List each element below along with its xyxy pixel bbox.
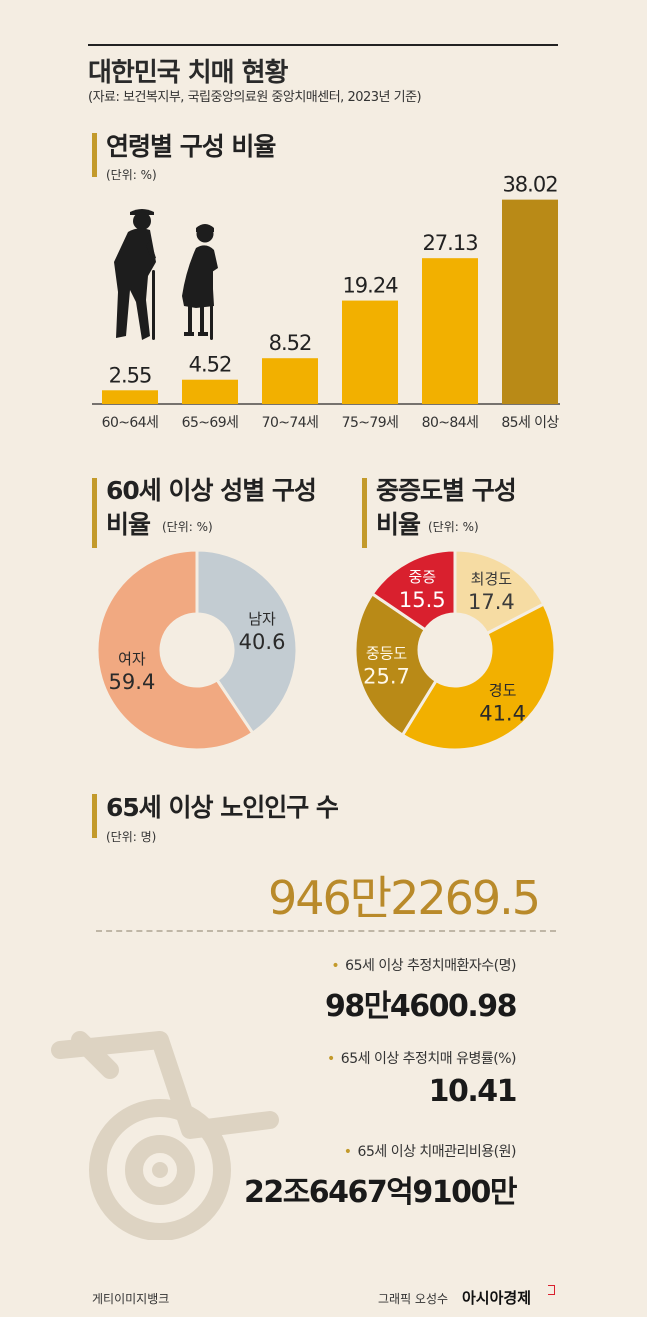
publisher-logo: 아시아경제	[462, 1289, 532, 1307]
pie-slice	[453, 548, 546, 636]
category-label: 75~79세	[342, 415, 399, 431]
bullet-dot: •	[343, 1144, 352, 1160]
section-marker	[92, 794, 97, 838]
category-label: 70~74세	[262, 415, 319, 431]
wheelchair-icon	[51, 1031, 279, 1240]
bar	[102, 390, 158, 404]
bullet-dot: •	[327, 1051, 335, 1067]
stat-item: • 65세 이상 추정치매환자수(명) 98만4600.98	[325, 955, 518, 1025]
donut-charts: 남자 40.6 여자 59.4 최경도 17.4 경도 41.4 중등도 25.7 중증 15.5	[95, 548, 557, 752]
bar-value-label: 38.02	[502, 173, 557, 197]
stat-value: 22조6467억9100만	[243, 1175, 518, 1210]
slice-name-label: 경도	[489, 681, 517, 699]
pie-slice	[95, 548, 255, 752]
bar-value-label: 19.24	[342, 274, 398, 298]
severity-donut-chart: 최경도 17.4 경도 41.4 중등도 25.7 중증 15.5	[353, 548, 557, 752]
elderly-couple-silhouette-icon	[114, 209, 218, 340]
severity-section-unit: (단위: %)	[428, 520, 479, 534]
section-marker	[362, 478, 367, 548]
category-label: 65~69세	[182, 415, 239, 431]
graphic-credit: 그래픽 오성수	[378, 1292, 449, 1306]
slice-name-label: 중등도	[366, 645, 408, 663]
bar	[342, 300, 398, 404]
population-section-unit: (단위: 명)	[106, 830, 157, 844]
publisher-mark-icon	[548, 1285, 555, 1295]
slice-value-label: 17.4	[468, 590, 515, 614]
pie-slice	[195, 548, 299, 736]
slice-value-label: 59.4	[109, 670, 156, 694]
header-rule	[88, 44, 558, 46]
stat-item: • 65세 이상 치매관리비용(원) 22조6467억9100만	[243, 1141, 518, 1211]
slice-value-label: 25.7	[363, 665, 410, 689]
elderly-population-value: 946만2269.5	[268, 871, 541, 925]
stat-item: • 65세 이상 추정치매 유병률(%) 10.41	[327, 1048, 518, 1109]
pie-slice	[400, 602, 557, 752]
population-section-title: 65세 이상 노인인구 수	[106, 793, 339, 822]
bar	[422, 258, 478, 404]
gender-section-title-line2: 비율	[106, 510, 151, 539]
bar	[262, 358, 318, 404]
section-marker	[92, 133, 97, 177]
age-section-unit: (단위: %)	[106, 168, 157, 182]
source-note: (자료: 보건복지부, 국립중앙의료원 중앙치매센터, 2023년 기준)	[88, 90, 422, 105]
pie-slice	[353, 591, 439, 738]
category-label: 60~64세	[102, 415, 159, 431]
slice-name-label: 여자	[118, 650, 146, 668]
severity-section-title: 중증도별 구성	[376, 476, 517, 505]
age-bar-chart: 2.55 60~64세 4.52 65~69세 8.52 70~74세 19.24 75~79…	[92, 173, 560, 431]
stat-label: 65세 이상 추정치매 유병률(%)	[340, 1051, 517, 1067]
bar-value-label: 4.52	[189, 353, 232, 377]
pie-slice	[370, 548, 457, 632]
slice-value-label: 15.5	[399, 588, 446, 612]
bar-value-label: 2.55	[109, 363, 152, 387]
bar-value-label: 27.13	[422, 231, 477, 255]
severity-section-title-line2: 비율	[376, 510, 421, 539]
bullet-dot: •	[331, 958, 340, 974]
gender-donut-chart: 남자 40.6 여자 59.4	[95, 548, 299, 752]
slice-value-label: 41.4	[479, 701, 526, 725]
slice-name-label: 남자	[248, 610, 276, 628]
slice-name-label: 중증	[408, 568, 436, 586]
image-credit: 게티이미지뱅크	[92, 1292, 170, 1306]
bar-value-label: 8.52	[269, 331, 312, 355]
slice-value-label: 40.6	[239, 630, 286, 654]
section-marker	[92, 478, 97, 548]
gender-section-unit: (단위: %)	[162, 520, 213, 534]
bar	[502, 199, 558, 404]
stat-value: 98만4600.98	[325, 989, 518, 1024]
age-section-title: 연령별 구성 비율	[106, 132, 276, 161]
category-label: 85세 이상	[501, 415, 559, 431]
dashed-divider	[96, 930, 556, 932]
slice-name-label: 최경도	[471, 570, 513, 588]
bar	[182, 379, 238, 404]
stat-label: 65세 이상 추정치매환자수(명)	[345, 958, 516, 974]
category-label: 80~84세	[422, 415, 479, 431]
stat-label: 65세 이상 치매관리비용(원)	[357, 1144, 517, 1160]
stat-value: 10.41	[428, 1074, 518, 1109]
page-title: 대한민국 치매 현황	[88, 58, 288, 88]
gender-section-title: 60세 이상 성별 구성	[106, 476, 317, 505]
